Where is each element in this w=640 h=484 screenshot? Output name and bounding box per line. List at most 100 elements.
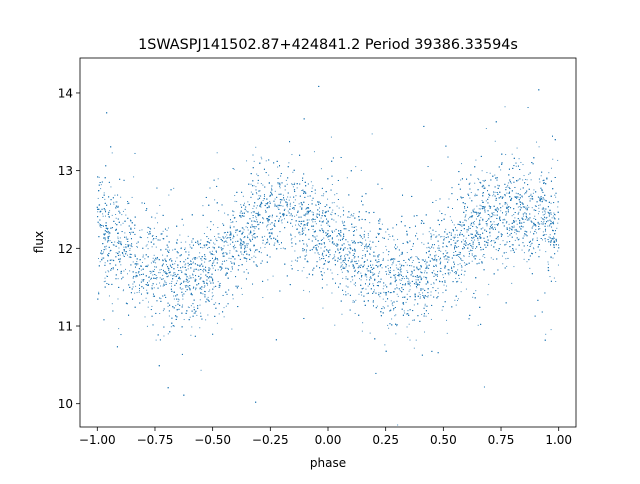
scatter-point bbox=[234, 244, 236, 246]
scatter-point bbox=[322, 307, 324, 309]
scatter-point bbox=[415, 339, 417, 341]
scatter-point bbox=[160, 298, 162, 300]
scatter-point bbox=[391, 264, 393, 266]
scatter-point bbox=[153, 269, 155, 271]
scatter-point bbox=[362, 243, 364, 245]
scatter-point bbox=[105, 248, 107, 250]
scatter-point bbox=[408, 284, 410, 286]
scatter-point bbox=[304, 215, 306, 217]
scatter-point bbox=[262, 200, 264, 202]
scatter-point bbox=[538, 207, 540, 209]
scatter-point bbox=[286, 202, 288, 204]
scatter-point bbox=[173, 298, 175, 300]
scatter-point bbox=[182, 298, 184, 300]
scatter-point bbox=[480, 205, 482, 207]
scatter-point bbox=[136, 263, 138, 265]
scatter-point bbox=[241, 253, 243, 255]
scatter-point bbox=[333, 202, 335, 204]
scatter-point bbox=[106, 229, 108, 231]
scatter-point bbox=[115, 252, 117, 254]
scatter-point bbox=[162, 278, 164, 280]
scatter-point bbox=[542, 180, 544, 182]
scatter-point bbox=[493, 240, 495, 242]
scatter-point bbox=[406, 252, 408, 254]
scatter-point bbox=[255, 215, 257, 217]
scatter-point bbox=[433, 234, 435, 236]
scatter-point bbox=[131, 246, 133, 248]
scatter-point bbox=[331, 184, 333, 185]
scatter-point bbox=[344, 259, 346, 261]
scatter-point bbox=[476, 231, 478, 233]
scatter-point bbox=[474, 182, 476, 184]
scatter-point bbox=[355, 166, 357, 168]
scatter-point bbox=[511, 282, 513, 284]
scatter-point bbox=[372, 264, 374, 266]
scatter-point bbox=[474, 193, 476, 195]
scatter-point bbox=[226, 237, 228, 239]
scatter-point bbox=[153, 254, 155, 256]
scatter-point bbox=[500, 210, 502, 212]
scatter-point bbox=[363, 248, 365, 250]
scatter-point bbox=[418, 292, 420, 294]
scatter-point bbox=[437, 287, 439, 289]
scatter-point bbox=[366, 279, 368, 281]
scatter-point bbox=[180, 270, 182, 272]
scatter-point bbox=[543, 210, 545, 212]
scatter-point bbox=[211, 264, 213, 266]
scatter-point bbox=[453, 251, 455, 253]
scatter-point bbox=[160, 269, 162, 270]
scatter-point bbox=[267, 224, 269, 226]
scatter-point bbox=[118, 247, 120, 249]
scatter-point bbox=[422, 292, 424, 294]
scatter-point bbox=[202, 270, 204, 272]
scatter-point bbox=[397, 424, 399, 426]
scatter-point bbox=[253, 230, 255, 232]
scatter-point bbox=[423, 276, 425, 278]
scatter-point bbox=[233, 246, 235, 248]
scatter-point bbox=[123, 289, 125, 291]
scatter-point bbox=[405, 313, 407, 315]
scatter-point bbox=[159, 204, 161, 206]
scatter-point bbox=[105, 271, 107, 273]
scatter-point bbox=[475, 226, 477, 228]
scatter-point bbox=[136, 242, 138, 244]
scatter-point bbox=[405, 282, 407, 284]
scatter-point bbox=[327, 224, 329, 226]
scatter-point bbox=[108, 271, 110, 273]
scatter-point bbox=[352, 265, 354, 267]
scatter-point bbox=[152, 235, 154, 237]
scatter-point bbox=[511, 153, 513, 155]
scatter-point bbox=[308, 219, 310, 221]
scatter-point bbox=[390, 282, 392, 284]
scatter-point bbox=[174, 272, 176, 274]
scatter-point bbox=[544, 199, 546, 201]
scatter-point bbox=[463, 224, 465, 226]
scatter-point bbox=[484, 257, 486, 259]
scatter-point bbox=[264, 235, 266, 237]
scatter-point bbox=[187, 306, 189, 308]
scatter-point bbox=[494, 140, 496, 142]
scatter-point bbox=[341, 220, 343, 222]
scatter-point bbox=[385, 284, 387, 286]
scatter-point bbox=[387, 324, 389, 326]
scatter-point bbox=[461, 269, 463, 271]
scatter-point bbox=[479, 204, 481, 206]
scatter-point bbox=[117, 298, 119, 300]
scatter-point bbox=[477, 239, 479, 241]
scatter-point bbox=[308, 291, 310, 293]
scatter-point bbox=[457, 234, 459, 236]
scatter-point bbox=[351, 242, 353, 244]
scatter-point bbox=[482, 207, 484, 209]
scatter-point bbox=[115, 217, 117, 219]
scatter-point bbox=[178, 299, 180, 301]
scatter-point bbox=[503, 218, 505, 220]
scatter-point bbox=[121, 278, 123, 280]
scatter-point bbox=[394, 279, 396, 281]
scatter-point bbox=[465, 288, 467, 290]
scatter-point bbox=[477, 231, 479, 233]
scatter-point bbox=[444, 266, 446, 268]
scatter-point bbox=[207, 247, 209, 249]
scatter-point bbox=[408, 290, 410, 292]
scatter-point bbox=[498, 208, 500, 210]
